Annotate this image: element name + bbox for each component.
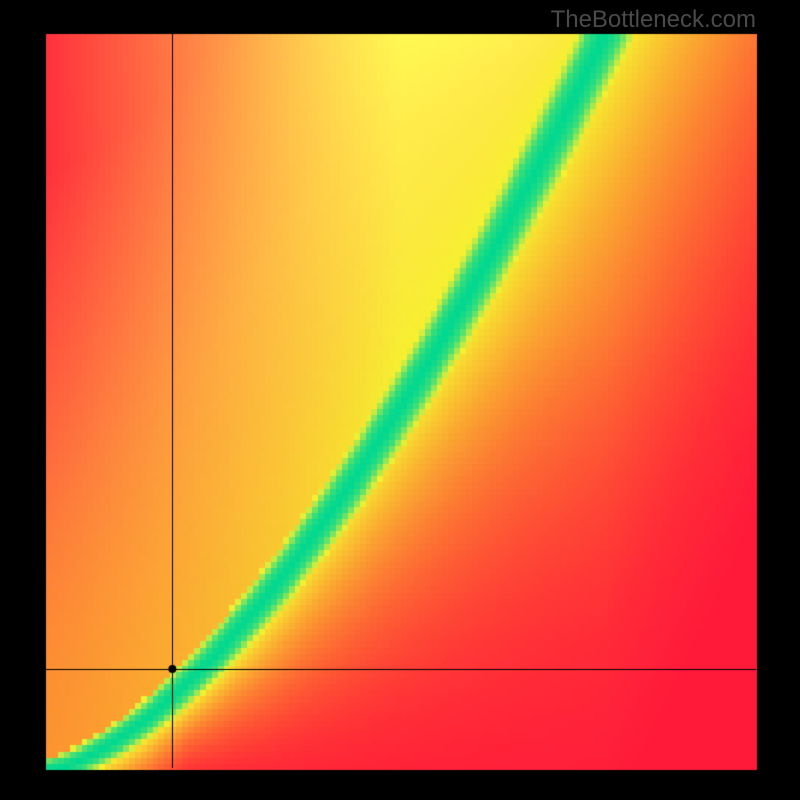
bottleneck-heatmap [0, 0, 800, 800]
watermark-text: TheBottleneck.com [551, 6, 756, 34]
